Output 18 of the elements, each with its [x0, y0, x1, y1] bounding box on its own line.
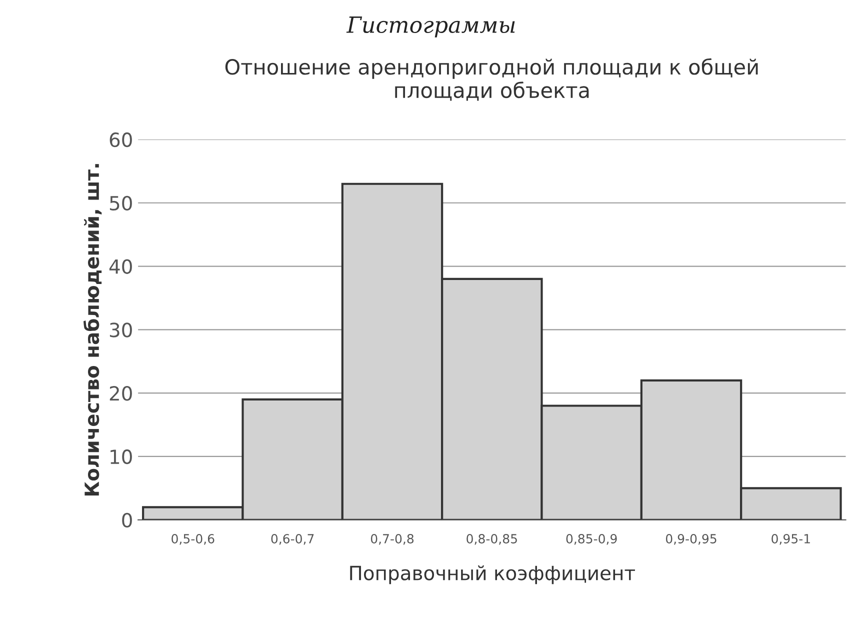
y-tick-label: 50 — [110, 196, 132, 211]
x-tick-label: 0,85-0,9 — [566, 534, 617, 545]
y-tick-label: 60 — [110, 132, 132, 148]
y-tick-label: 0 — [122, 512, 132, 528]
y-tick-label: 40 — [109, 259, 132, 274]
y-tick-label: 30 — [110, 322, 132, 338]
y-axis-title: Количество наблюдений, шт. — [83, 164, 102, 496]
x-tick-label: 0,7-0,8 — [370, 534, 414, 545]
y-tick-label: 10 — [110, 449, 132, 464]
x-tick-label: 0,5-0,6 — [172, 534, 214, 545]
x-tick-label: 0,8-0,85 — [466, 534, 517, 545]
text: Гистограммы — [346, 16, 515, 38]
chart-title: Отношение арендопригодной площади к общей площади объекта — [225, 58, 758, 101]
y-tick-label: 20 — [110, 386, 132, 401]
x-tick-label: 0,95-1 — [772, 534, 810, 545]
x-axis-title: Поправочный коэффициент — [350, 565, 635, 584]
x-tick-label: 0,9-0,95 — [666, 534, 716, 545]
x-tick-label: 0,6-0,7 — [271, 534, 314, 545]
